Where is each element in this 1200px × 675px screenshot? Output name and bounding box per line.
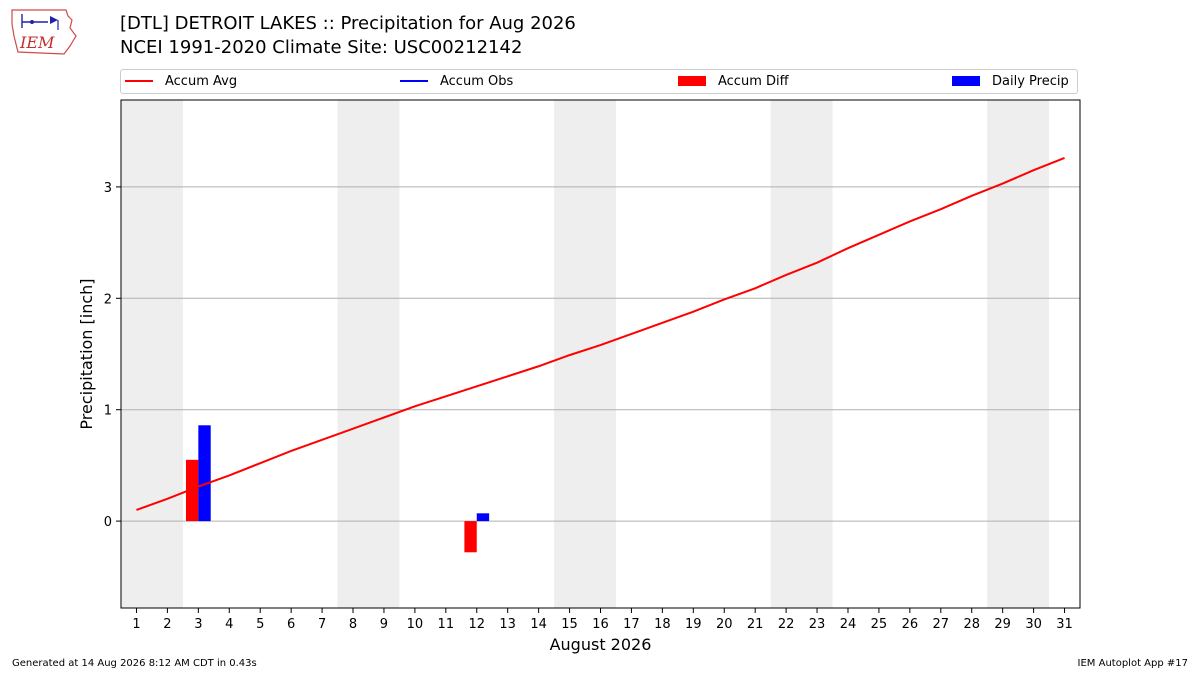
legend-item-daily-precip: Daily Precip <box>952 73 1069 91</box>
y-tick-label-0: 0 <box>104 515 112 530</box>
weekend-band-3 <box>770 100 833 608</box>
weekend-band-2 <box>554 100 616 608</box>
legend-label-accum-obs: Accum Obs <box>440 74 514 89</box>
bar-accum-diff-3 <box>185 459 199 522</box>
x-tick-label-3: 3 <box>194 617 202 632</box>
y-tick-label-1: 1 <box>104 404 112 419</box>
x-axis-label: August 2026 <box>550 635 652 654</box>
weekend-band-0 <box>121 100 183 608</box>
x-tick-label-14: 14 <box>530 617 547 632</box>
gridlines <box>121 186 1080 522</box>
x-tick-label-29: 29 <box>994 617 1011 632</box>
x-tick-label-16: 16 <box>592 617 609 632</box>
bar-daily-precip-12 <box>476 513 490 522</box>
weekend-shading <box>121 100 1050 608</box>
x-tick-label-26: 26 <box>902 617 919 632</box>
iem-logo: IEM <box>8 6 80 58</box>
app-label: IEM Autoplot App #17 <box>1077 658 1188 669</box>
y-axis-ticks: 0 1 2 3 <box>104 181 121 530</box>
x-tick-label-17: 17 <box>623 617 640 632</box>
x-tick-label-13: 13 <box>499 617 516 632</box>
y-tick-label-3: 3 <box>104 181 112 196</box>
x-axis-ticks: 1 2 3 4 5 6 7 8 9 10 11 12 13 14 15 16 17 18 19 20 21 22 23 24 2… <box>132 608 1073 632</box>
x-tick-label-18: 18 <box>654 617 671 632</box>
legend-item-accum-diff: Accum Diff <box>678 73 789 91</box>
x-tick-label-9: 9 <box>380 617 388 632</box>
x-tick-label-15: 15 <box>561 617 578 632</box>
bar-daily-precip-3 <box>198 425 211 522</box>
legend-swatch-accum-obs <box>400 79 428 82</box>
legend-swatch-accum-avg <box>125 79 153 82</box>
bars <box>185 425 490 553</box>
x-tick-label-25: 25 <box>871 617 888 632</box>
x-tick-label-28: 28 <box>963 617 980 632</box>
x-tick-label-2: 2 <box>163 617 171 632</box>
legend-swatch-daily-precip <box>952 75 980 86</box>
bar-accum-diff-12 <box>464 521 477 553</box>
legend: Accum Avg Accum Obs Accum Diff Daily Pre… <box>120 69 1078 94</box>
x-tick-label-20: 20 <box>716 617 733 632</box>
x-tick-label-7: 7 <box>318 617 326 632</box>
legend-label-accum-diff: Accum Diff <box>718 74 789 89</box>
legend-item-accum-obs: Accum Obs <box>400 73 513 91</box>
x-tick-label-6: 6 <box>287 617 295 632</box>
x-tick-label-30: 30 <box>1025 617 1042 632</box>
line-accum-avg <box>136 157 1065 511</box>
weekend-band-1 <box>337 100 400 608</box>
x-tick-label-21: 21 <box>747 617 764 632</box>
x-tick-label-4: 4 <box>225 617 233 632</box>
x-tick-label-12: 12 <box>468 617 485 632</box>
x-tick-label-5: 5 <box>256 617 264 632</box>
lines <box>136 157 1065 511</box>
x-tick-label-10: 10 <box>407 617 424 632</box>
legend-label-accum-avg: Accum Avg <box>165 74 238 89</box>
y-tick-label-2: 2 <box>104 292 112 307</box>
chart-subtitle: NCEI 1991-2020 Climate Site: USC00212142 <box>120 37 523 58</box>
chart-title: [DTL] DETROIT LAKES :: Precipitation for… <box>120 13 576 34</box>
x-tick-label-8: 8 <box>349 617 357 632</box>
legend-swatch-accum-diff <box>678 75 706 86</box>
y-axis-label: Precipitation [inch] <box>77 278 96 429</box>
x-tick-label-22: 22 <box>778 617 795 632</box>
x-tick-label-23: 23 <box>809 617 826 632</box>
x-tick-label-19: 19 <box>685 617 702 632</box>
x-tick-label-1: 1 <box>132 617 140 632</box>
legend-label-daily-precip: Daily Precip <box>992 74 1069 89</box>
x-tick-label-27: 27 <box>933 617 950 632</box>
x-tick-label-11: 11 <box>438 617 455 632</box>
x-tick-label-31: 31 <box>1056 617 1073 632</box>
x-tick-label-24: 24 <box>840 617 857 632</box>
generated-timestamp: Generated at 14 Aug 2026 8:12 AM CDT in … <box>12 658 257 669</box>
legend-item-accum-avg: Accum Avg <box>125 73 237 91</box>
logo-text: IEM <box>19 33 55 52</box>
